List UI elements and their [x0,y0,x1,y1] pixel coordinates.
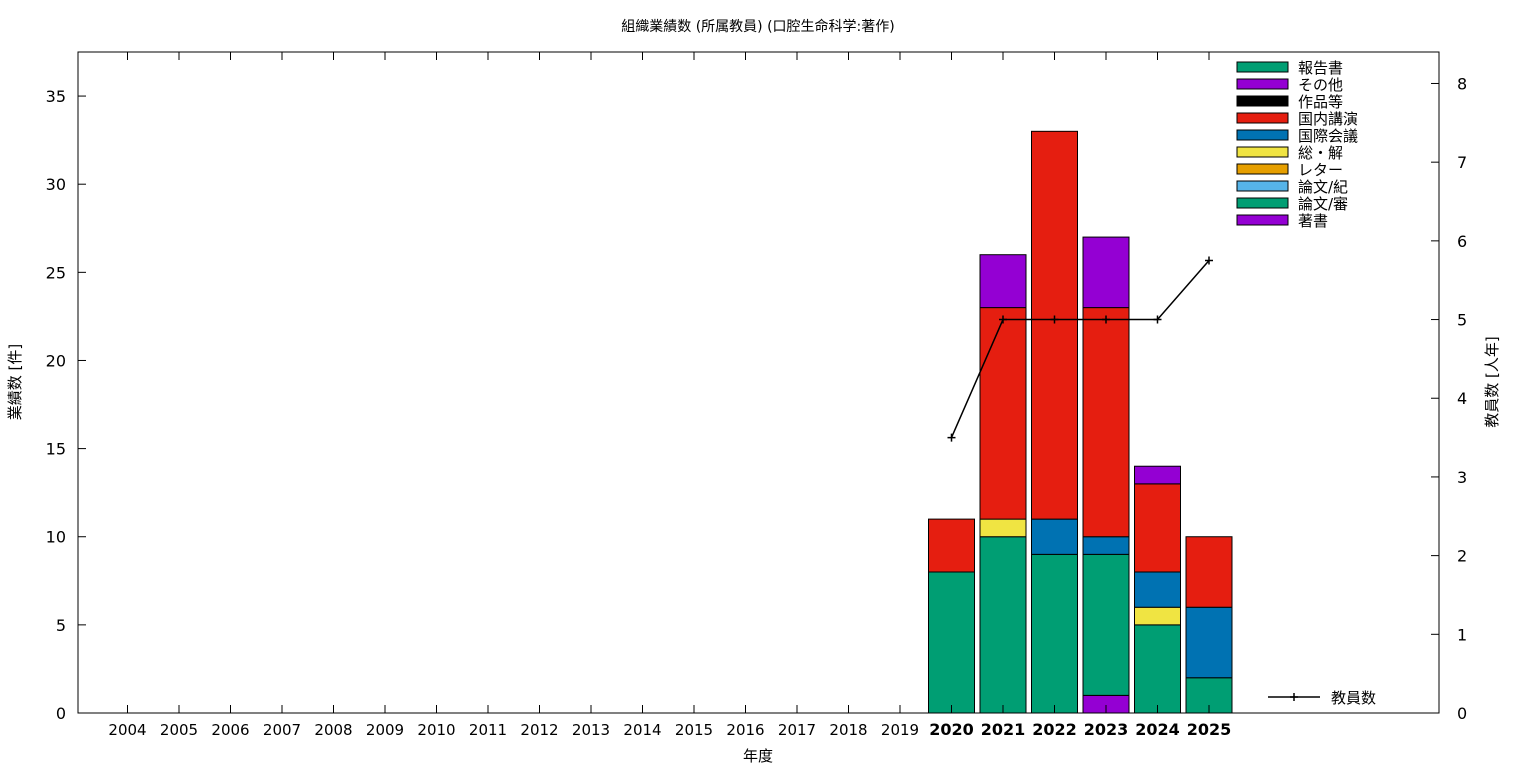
bar-2024-s1 [1134,624,1181,714]
y2-tick-label-1: 1 [1457,625,1467,644]
legend-label-5: 総・解 [1298,144,1343,162]
y-tick-label-10: 10 [46,528,66,547]
legend-swatch-7 [1236,180,1289,192]
x-tick-label-2019: 2019 [881,721,919,739]
y2-axis-label: 教員数 [人年] [1483,336,1501,427]
x-tick-label-2022: 2022 [1032,720,1077,739]
x-tick-label-2009: 2009 [366,721,404,739]
faculty-point-2021 [999,315,1007,324]
y-tick-label-20: 20 [46,351,66,370]
faculty-point-2022 [1050,315,1059,324]
legend-swatch-5 [1236,146,1289,158]
x-tick-label-2021: 2021 [981,720,1026,739]
y-tick-label-25: 25 [46,263,66,282]
legend-swatch-8 [1236,197,1289,209]
faculty-line [950,260,1210,438]
y2-tick-label-7: 7 [1457,153,1467,172]
legend-label-1: その他 [1298,76,1343,94]
legend-line-label: 教員数 [1331,689,1376,707]
legend-label-0: 報告書 [1298,59,1343,77]
bar-2025-s5 [1185,606,1233,679]
bar-2022-s6 [1031,130,1078,520]
x-tick-label-2016: 2016 [726,721,764,739]
faculty-point-2020 [947,433,956,442]
x-tick-label-2012: 2012 [520,721,558,739]
bar-2023-s5 [1082,536,1130,555]
y-axis-label: 業績数 [件] [6,344,24,420]
x-tick-label-2025: 2025 [1187,720,1232,739]
bar-2023-s8 [1082,236,1130,309]
x-tick-label-2024: 2024 [1135,720,1180,739]
legend-label-9: 著書 [1298,212,1328,230]
x-tick-label-2004: 2004 [108,721,146,739]
y-tick-label-5: 5 [56,616,66,635]
y2-tick-label-4: 4 [1457,389,1467,408]
chart-title: 組織業績数 (所属教員) (口腔生命科学:著作) [621,18,894,35]
legend-label-4: 国際会議 [1298,127,1358,145]
x-tick-label-2023: 2023 [1084,720,1129,739]
x-tick-label-2017: 2017 [778,721,816,739]
legend-swatch-1 [1236,78,1289,90]
bar-2021-s6 [979,307,1027,520]
bar-2025-s6 [1185,536,1233,608]
y2-tick-label-6: 6 [1457,232,1467,251]
x-tick-label-2020: 2020 [929,720,974,739]
y2-tick-label-2: 2 [1457,547,1467,566]
bar-2023-s1 [1082,553,1130,696]
bar-2020-s6 [928,518,975,573]
bar-2021-s1 [979,536,1027,714]
legend-label-7: 論文/紀 [1298,178,1348,196]
y2-tick-label-5: 5 [1457,311,1467,330]
x-tick-label-2014: 2014 [623,721,661,739]
plot-frame [77,51,1440,714]
x-tick-label-2011: 2011 [469,721,507,739]
faculty-point-2024 [1153,315,1162,324]
bar-2020-s1 [928,571,975,714]
bar-2021-s8 [979,254,1027,309]
bar-2024-s5 [1134,571,1181,608]
x-tick-label-2015: 2015 [675,721,713,739]
bar-2023-s6 [1082,307,1130,538]
bar-2021-s4 [979,518,1027,538]
legend-swatch-6 [1236,163,1289,175]
x-tick-label-2006: 2006 [211,721,249,739]
bar-2024-s8 [1134,465,1181,485]
legend-swatch-2 [1236,95,1289,107]
y-tick-label-0: 0 [56,704,66,723]
line-group [947,256,1213,442]
x-tick-label-2018: 2018 [829,721,867,739]
bar-2024-s4 [1134,606,1181,626]
x-tick-label-2005: 2005 [160,721,198,739]
legend-swatch-4 [1236,129,1289,141]
y2-tick-label-8: 8 [1457,74,1467,93]
x-tick-label-2007: 2007 [263,721,301,739]
y-tick-label-35: 35 [46,87,66,106]
legend-line-marker [1290,693,1298,701]
x-tick-label-2008: 2008 [314,721,352,739]
faculty-point-2025 [1205,256,1213,265]
x-tick-label-2010: 2010 [417,721,455,739]
bar-2022-s1 [1031,553,1078,714]
bar-2022-s5 [1031,518,1078,555]
legend-label-3: 国内講演 [1298,110,1358,128]
legend-label-8: 論文/審 [1298,195,1348,213]
y2-tick-label-3: 3 [1457,468,1467,487]
bars-group [928,130,1233,714]
legend-swatch-9 [1236,214,1289,226]
y-tick-label-30: 30 [46,175,66,194]
legend-swatch-0 [1236,61,1289,73]
faculty-point-2023 [1102,315,1110,324]
bar-2024-s6 [1134,483,1181,573]
legend-swatch-3 [1236,112,1289,124]
y2-tick-label-0: 0 [1457,704,1467,723]
legend-label-6: レター [1298,161,1343,179]
legend-label-2: 作品等 [1298,93,1343,111]
x-axis-label: 年度 [743,747,773,765]
y-tick-label-15: 15 [46,440,66,459]
x-tick-label-2013: 2013 [572,721,610,739]
